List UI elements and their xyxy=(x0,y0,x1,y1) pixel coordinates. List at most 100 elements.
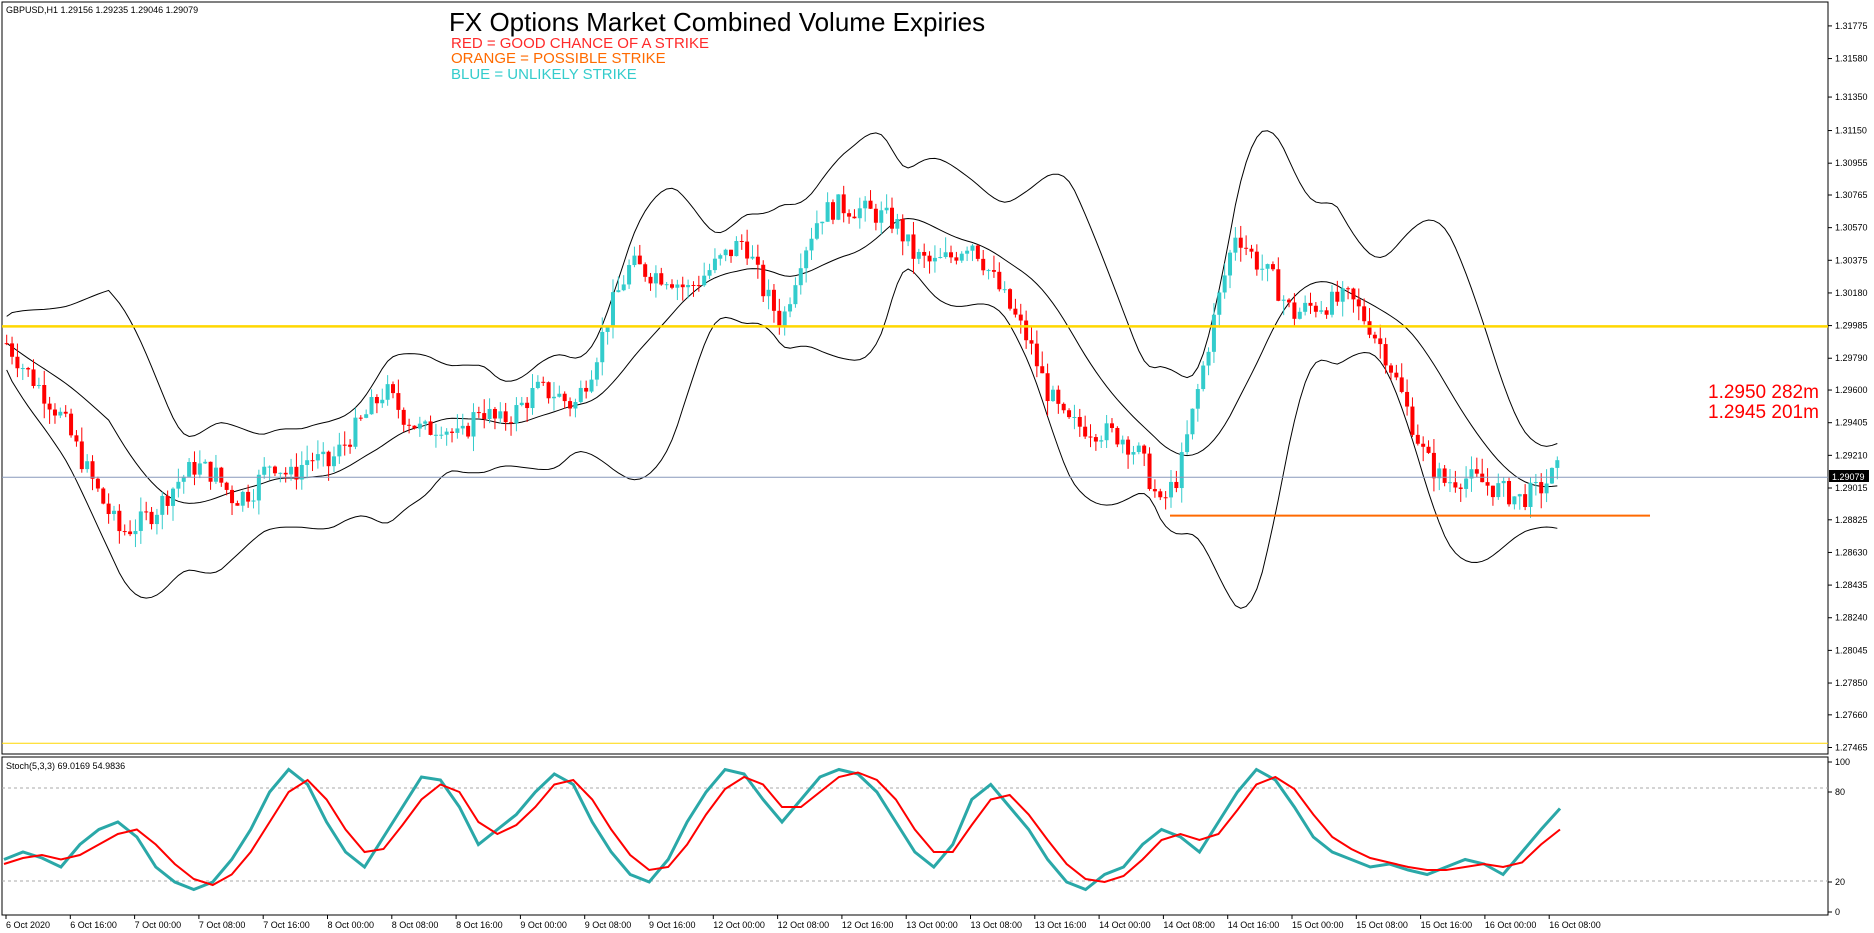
candle-body xyxy=(498,411,503,419)
candle-body xyxy=(1093,437,1098,442)
price-tick-label: 1.28045 xyxy=(1835,645,1868,655)
price-tick-label: 1.29405 xyxy=(1835,418,1868,428)
price-tick-label: 1.29790 xyxy=(1835,353,1868,363)
legend-blue: BLUE = UNLIKELY STRIKE xyxy=(451,66,637,83)
candle-body xyxy=(1335,291,1340,302)
candle-body xyxy=(235,503,240,506)
candle-body xyxy=(616,290,621,293)
candle-body xyxy=(240,491,245,506)
price-tick-label: 1.31775 xyxy=(1835,21,1868,31)
candle-body xyxy=(192,462,197,475)
candle-body xyxy=(889,207,894,229)
candle-body xyxy=(1024,320,1029,341)
candle-body xyxy=(793,285,798,305)
legend-orange: ORANGE = POSSIBLE STRIKE xyxy=(451,50,666,67)
candle-body xyxy=(219,467,224,483)
candle-body xyxy=(1120,439,1125,445)
bollinger-bands xyxy=(6,130,1558,609)
price-tick-label: 1.29600 xyxy=(1835,385,1868,395)
candle-body xyxy=(1448,482,1453,484)
price-axis: 1.31775 1.31580 1.31350 1.31150 1.30955 1.307… xyxy=(1828,21,1868,917)
candle-body xyxy=(1045,373,1050,402)
candle-body xyxy=(1040,366,1045,374)
stoch-panel-frame xyxy=(1,756,1829,916)
time-tick-label: 8 Oct 16:00 xyxy=(456,920,503,930)
expiry-1: 1.2950 282m xyxy=(1708,382,1819,403)
candle-body xyxy=(745,241,750,259)
candle-body xyxy=(1217,292,1222,315)
time-tick-label: 14 Oct 00:00 xyxy=(1099,920,1151,930)
candle-body xyxy=(1544,483,1549,494)
candle-body xyxy=(1319,310,1324,312)
candle-body xyxy=(1249,248,1254,252)
candle-body xyxy=(1115,427,1120,445)
candle-body xyxy=(385,384,390,400)
candle-body xyxy=(1190,408,1195,435)
candle-body xyxy=(535,381,540,388)
candle-body xyxy=(863,200,868,209)
candle-body xyxy=(369,397,374,415)
candle-body xyxy=(348,444,353,447)
candle-body xyxy=(439,434,444,436)
candle-body xyxy=(954,257,959,261)
candle-body xyxy=(895,219,900,229)
candle-body xyxy=(1083,426,1088,437)
candle-body xyxy=(342,444,347,446)
candle-body xyxy=(906,234,911,242)
candle-body xyxy=(632,255,637,266)
candle-body xyxy=(1480,473,1485,483)
time-tick-label: 7 Oct 00:00 xyxy=(135,920,182,930)
candle-body xyxy=(1281,299,1286,301)
candle-body xyxy=(1061,403,1066,411)
candle-body xyxy=(718,255,723,259)
candle-body xyxy=(1276,269,1281,301)
candle-body xyxy=(256,474,261,501)
candle-body xyxy=(1474,469,1479,474)
time-tick-label: 8 Oct 00:00 xyxy=(328,920,375,930)
candle-body xyxy=(262,466,267,475)
time-tick-label: 13 Oct 08:00 xyxy=(971,920,1023,930)
candle-body xyxy=(820,221,825,224)
candle-body xyxy=(1104,423,1109,441)
candle-body xyxy=(610,292,615,328)
candle-body xyxy=(1206,351,1211,366)
candle-body xyxy=(1329,291,1334,315)
level-lines xyxy=(2,325,1828,744)
candle-body xyxy=(551,396,556,399)
candle-body xyxy=(74,435,79,442)
stoch-main-line xyxy=(3,767,1562,892)
candle-body xyxy=(605,327,610,332)
candle-body xyxy=(841,194,846,214)
candle-body xyxy=(568,401,573,409)
candle-body xyxy=(47,403,52,410)
time-tick-label: 12 Oct 16:00 xyxy=(842,920,894,930)
time-tick-label: 14 Oct 16:00 xyxy=(1228,920,1280,930)
candle-body xyxy=(873,208,878,223)
price-tick-label: 1.30955 xyxy=(1835,158,1868,168)
candle-body xyxy=(884,207,889,211)
price-tick-label: 1.27660 xyxy=(1835,710,1868,720)
candle-body xyxy=(138,511,143,531)
candle-body xyxy=(648,276,653,284)
candle-body xyxy=(1442,468,1447,483)
candle-body xyxy=(584,387,589,392)
candle-body xyxy=(1201,365,1206,390)
candle-body xyxy=(1356,299,1361,307)
time-tick-label: 6 Oct 16:00 xyxy=(70,920,117,930)
candle-body xyxy=(1195,389,1200,409)
candle-body xyxy=(578,387,583,402)
candle-body xyxy=(932,257,937,262)
candle-body xyxy=(777,310,782,327)
candle-body xyxy=(1238,237,1243,248)
candle-body xyxy=(589,379,594,392)
candle-body xyxy=(1539,482,1544,494)
candle-body xyxy=(471,412,476,437)
candle-body xyxy=(1008,289,1013,309)
candle-body xyxy=(1287,299,1292,303)
candle-body xyxy=(755,256,760,265)
current-price-badge xyxy=(1829,470,1869,482)
candle-body xyxy=(1303,302,1308,312)
candle-body xyxy=(1174,481,1179,489)
main-panel-frame xyxy=(1,1,1829,755)
candle-body xyxy=(723,249,728,256)
